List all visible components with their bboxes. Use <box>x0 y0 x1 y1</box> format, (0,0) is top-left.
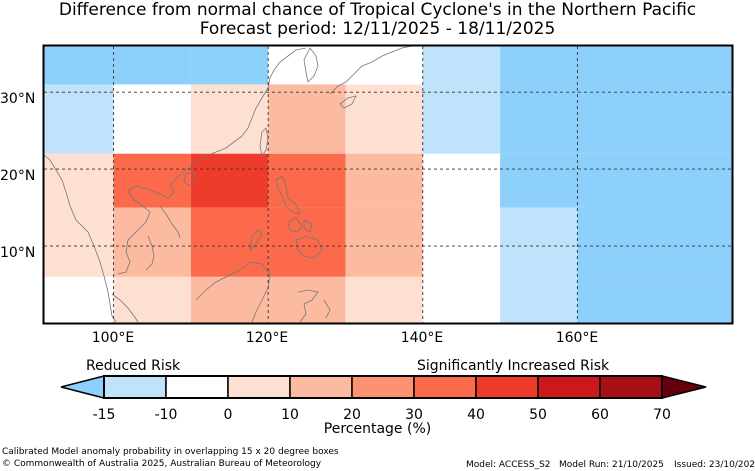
colorbar-bin-6 <box>475 375 539 399</box>
anomaly-cell-1 <box>113 46 191 85</box>
anomaly-cell-4 <box>345 46 423 85</box>
anomaly-cell-19 <box>422 153 501 208</box>
reduced-risk-label: Reduced Risk <box>86 358 181 374</box>
lon-label-140e: 140°E <box>400 330 444 346</box>
anomaly-cell-0 <box>44 46 114 85</box>
anomaly-cell-12 <box>422 84 501 154</box>
colorbar-tick-5: 30 <box>405 407 423 423</box>
lon-label-160e: 160°E <box>555 330 599 346</box>
colorbar-axis-label: Percentage (%) <box>323 421 432 437</box>
anomaly-cell-10 <box>268 84 346 154</box>
anomaly-cell-13 <box>500 84 732 154</box>
anomaly-cell-15 <box>113 153 191 208</box>
colorbar-tick-4: 20 <box>343 407 361 423</box>
colorbar-tick-8: 60 <box>591 407 609 423</box>
footer-note: Calibrated Model anomaly probability in … <box>2 447 339 457</box>
palawan-island <box>249 229 263 252</box>
colorbar-bin-4 <box>351 375 415 399</box>
anomaly-cell-31 <box>190 276 269 323</box>
footer-copyright: © Commonwealth of Australia 2025, Austra… <box>2 459 322 469</box>
anomaly-cell-18 <box>345 153 423 208</box>
colorbar-tick-0: -15 <box>92 407 116 423</box>
map-title: Difference from normal chance of Tropica… <box>58 0 697 20</box>
anomaly-cell-9 <box>190 84 269 154</box>
colorbar-under-arrow <box>60 375 105 399</box>
anomaly-cell-30 <box>113 276 191 323</box>
anomaly-cells <box>44 46 732 323</box>
anomaly-cell-24 <box>268 207 346 277</box>
colorbar-tick-6: 40 <box>467 407 485 423</box>
japan-coast <box>329 45 413 109</box>
anomaly-cell-25 <box>345 207 423 277</box>
footer-model-run: Model Run: 21/10/2025 <box>559 460 664 470</box>
colorbar-tick-7: 50 <box>529 407 547 423</box>
anomaly-cell-5 <box>422 46 501 85</box>
anomaly-cell-21 <box>44 207 114 277</box>
coastlines <box>43 45 413 323</box>
anomaly-cell-16 <box>190 153 269 208</box>
anomaly-cell-23 <box>190 207 269 277</box>
anomaly-cell-33 <box>345 276 423 323</box>
visayas-islands <box>287 217 313 233</box>
colorbar-bin-1 <box>165 375 229 399</box>
taiwan-island <box>259 127 269 158</box>
map-frame <box>42 44 734 325</box>
anomaly-cell-22 <box>113 207 191 277</box>
anomaly-cell-7 <box>44 84 114 154</box>
anomaly-cell-27 <box>500 207 578 277</box>
lon-label-120e: 120°E <box>245 330 289 346</box>
korea-peninsula <box>303 47 319 83</box>
anomaly-cell-20 <box>500 153 732 208</box>
colorbar-frame <box>103 375 663 399</box>
borneo-coast <box>195 261 271 323</box>
colorbar-tick-1: -10 <box>154 407 178 423</box>
anomaly-cell-11 <box>345 84 423 154</box>
colorbar-bins <box>103 375 663 399</box>
colorbar-bin-7 <box>537 375 601 399</box>
colorbar-bin-0 <box>103 375 167 399</box>
lat-label-30n: 30°N <box>0 91 36 107</box>
colorbar-bin-5 <box>413 375 477 399</box>
gridlines <box>44 46 732 323</box>
increased-risk-label: Significantly Increased Risk <box>417 358 610 374</box>
anomaly-cell-28 <box>577 207 732 277</box>
footer-model: Model: ACCESS_S2 <box>466 460 551 470</box>
colorbar-bin-8 <box>599 375 663 399</box>
anomaly-cell-26 <box>422 207 501 277</box>
asia-coastline <box>43 47 307 323</box>
anomaly-cell-35 <box>500 276 578 323</box>
anomaly-cell-36 <box>577 276 732 323</box>
colorbar-over-arrow <box>661 375 707 399</box>
anomaly-map <box>42 44 734 325</box>
colorbar-tick-3: 10 <box>281 407 299 423</box>
sumatra-coast <box>111 293 139 323</box>
anomaly-cell-14 <box>44 153 114 208</box>
colorbar-bin-3 <box>289 375 353 399</box>
anomaly-cell-17 <box>268 153 346 208</box>
colorbar-bin-2 <box>227 375 291 399</box>
hainan-island <box>183 171 197 187</box>
sulawesi-coast <box>297 289 331 323</box>
anomaly-cell-34 <box>422 276 501 323</box>
luzon-island <box>275 175 301 215</box>
mindanao-island <box>295 235 323 259</box>
colorbar-tick-9: 70 <box>653 407 671 423</box>
anomaly-cell-29 <box>44 276 114 323</box>
anomaly-cell-8 <box>113 84 191 154</box>
lon-label-100e: 100°E <box>91 330 135 346</box>
anomaly-cell-6 <box>500 46 732 85</box>
forecast-period: Forecast period: 12/11/2025 - 18/11/2025 <box>199 19 556 39</box>
colorbar-tick-2: 0 <box>223 407 233 423</box>
anomaly-cell-2 <box>190 46 269 85</box>
lat-label-10n: 10°N <box>0 245 36 261</box>
footer-issued: Issued: 23/10/2025 <box>674 460 755 470</box>
lat-label-20n: 20°N <box>0 168 36 184</box>
anomaly-cell-32 <box>268 276 346 323</box>
